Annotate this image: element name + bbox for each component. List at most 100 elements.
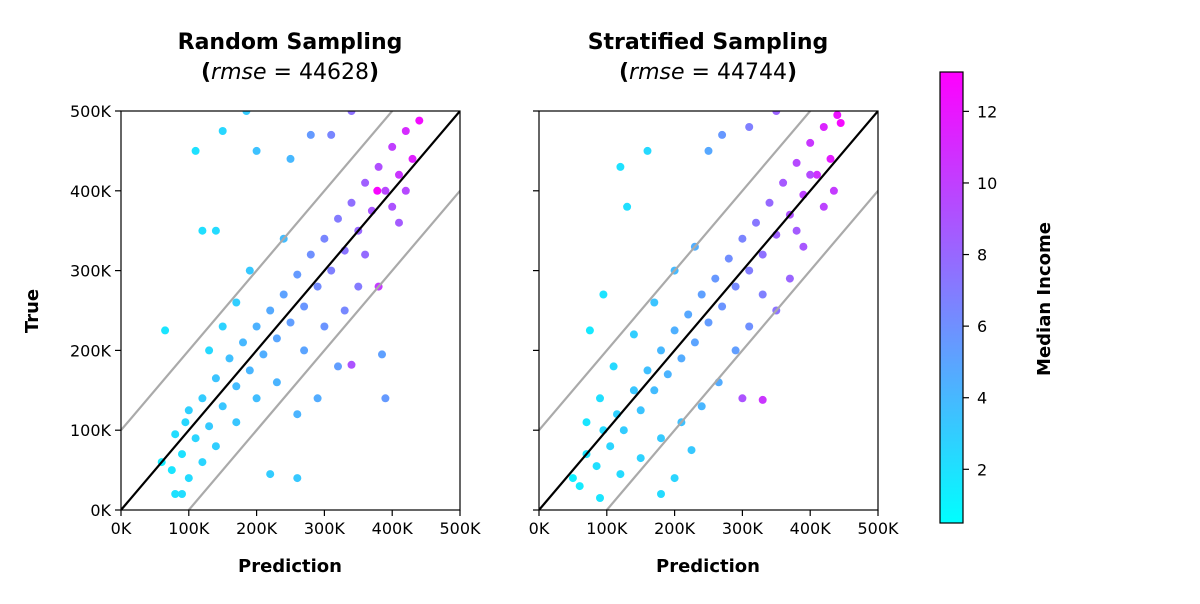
chart-1-point-65 [245,266,254,275]
chart-1-point-78 [252,394,261,403]
chart-2-point-42 [738,394,747,403]
chart-1-point-7 [191,434,200,443]
chart-2-point-28 [758,250,767,259]
chart-1-point-82 [184,474,193,483]
chart-2-rmse-eq: = [685,60,717,85]
chart-2-point-75 [745,322,754,331]
chart-1-rmse-eq: = [267,60,299,85]
chart-1-xlabel: Prediction [238,556,342,577]
chart-2-identity-line [539,111,878,510]
chart-2-upper-band-line [539,111,812,431]
chart-2-point-29 [765,198,774,207]
chart-1-point-69 [320,322,329,331]
chart-2-point-44 [670,474,679,483]
chart-1-point-54 [178,490,186,498]
chart-1-point-72 [388,202,397,211]
chart-1-xtick-label-1: 0K [111,519,132,538]
chart-1-point-71 [361,250,370,259]
chart-2-point-35 [806,138,815,147]
chart-1-rmse-label: rmse [211,60,266,85]
chart-2-point-70 [697,402,706,411]
chart-2-point-20 [704,318,713,327]
chart-2-point-16 [677,354,686,363]
chart-1-point-55 [171,490,180,498]
chart-1-point-62 [313,394,322,403]
chart-2-point-31 [779,178,788,187]
chart-2-point-26 [745,266,754,275]
chart-2-point-2 [575,482,584,491]
chart-1-point-53 [161,326,170,335]
chart-2-xtick-label-3: 200K [654,519,696,538]
chart-1-point-70 [354,282,363,291]
colorbar-tick-label-3: 6 [977,317,987,336]
chart-1-ytick-label-6: 500K [70,102,112,121]
chart-1-point-14 [239,338,247,347]
chart-1-point-13 [232,382,241,391]
chart-2-point-65 [650,298,659,307]
chart-2-subtitle: (rmse = 44744) [619,60,797,85]
chart-2-point-77 [792,226,801,235]
chart-1-title: Random Sampling [178,30,403,55]
colorbar [939,71,964,524]
chart-2-point-13 [657,346,665,355]
chart-2-point-73 [636,454,645,463]
chart-1-point-26 [320,234,329,243]
colorbar-tick-label-1: 2 [977,460,987,479]
chart-2-subtitle-open: ( [619,60,629,85]
chart-1-point-56 [252,146,261,155]
chart-1-subtitle-close: ) [369,60,379,85]
chart-1-point-19 [272,334,281,343]
chart-1-point-61 [293,410,302,419]
chart-1-point-58 [306,130,315,139]
chart-2-point-47 [643,146,652,155]
chart-1-point-23 [300,302,309,311]
chart-2-point-57 [731,346,740,355]
chart-1-data-area [121,111,460,510]
chart-1-point-60 [347,111,356,115]
chart-1-point-57 [286,154,295,163]
colorbar-tick-label-5: 10 [977,174,997,193]
chart-2-point-22 [718,302,727,311]
chart-1-xtick-label-2: 100K [168,519,210,538]
chart-2-point-25 [738,234,747,243]
chart-1-point-49 [191,146,200,155]
chart-2-point-61 [819,202,828,211]
chart-2-point-78 [806,170,815,179]
chart-1-point-15 [245,366,254,375]
chart-2-point-36 [813,170,821,179]
chart-1-point-67 [205,346,214,355]
chart-2-point-23 [724,254,733,263]
colorbar-tick-label-6: 12 [977,102,997,121]
chart-1-ylabel: True [22,289,43,333]
chart-2-point-43 [687,446,696,455]
chart-1-point-74 [395,218,403,227]
chart-1-point-68 [218,322,227,331]
chart-2-point-6 [606,442,615,451]
chart-1-point-45 [378,350,386,359]
chart-1-upper-band-line [121,111,394,431]
chart-1-point-59 [327,130,336,139]
chart-1-point-30 [347,198,356,207]
chart-2-point-21 [711,274,720,283]
chart-2-point-19 [697,290,706,299]
chart-2-point-53 [718,130,727,139]
chart-1-xtick-label-5: 400K [372,519,414,538]
chart-1-point-34 [374,162,383,171]
chart-1-point-5 [181,418,190,427]
chart-1-point-76 [300,346,309,355]
chart-1-subtitle-open: ( [201,60,211,85]
chart-1-ytick-label-4: 300K [70,262,112,281]
chart-2-point-68 [596,394,604,403]
chart-2-xtick-label-4: 300K [722,519,764,538]
chart-2-point-69 [582,418,591,427]
chart-2-point-27 [752,218,760,227]
chart-2-point-76 [758,290,767,299]
chart-1-point-20 [279,290,288,299]
chart-2-point-51 [599,290,608,299]
chart-1-ytick-label-5: 400K [70,182,112,201]
chart-1-ytick-label-1: 0K [90,501,111,520]
chart-2-point-9 [629,386,638,395]
chart-1-point-80 [211,442,220,451]
chart-2-point-62 [829,186,838,195]
